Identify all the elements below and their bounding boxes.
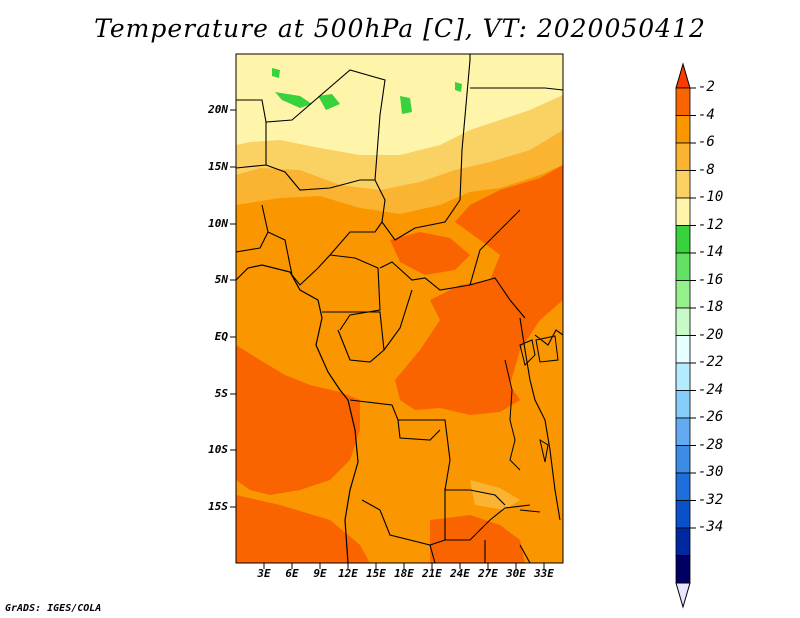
- plot-frame: [235, 53, 564, 564]
- colorbar-swatch: [675, 87, 691, 116]
- colorbar-label: -14: [698, 244, 724, 260]
- lat-label: 5S: [214, 387, 228, 400]
- field-minus13-patch-1: [275, 92, 312, 108]
- colorbar-swatch: [675, 472, 691, 501]
- colorbar-label: -18: [698, 299, 724, 315]
- colorbar-swatch: [675, 142, 691, 171]
- colorbar-label: -12: [698, 216, 724, 233]
- field-minus3-south: [430, 515, 525, 563]
- country-borders: [235, 54, 564, 564]
- map-title: Temperature at 500hPa [C], VT: 202005041…: [94, 14, 706, 43]
- colorbar-label: -16: [698, 271, 724, 288]
- colorbar-swatch: [675, 417, 691, 446]
- lat-label: 5N: [214, 273, 228, 286]
- colorbar-swatch: [675, 335, 691, 364]
- colorbar-label: -26: [698, 409, 724, 425]
- colorbar-label: -20: [698, 326, 724, 343]
- credit-text: GrADS: IGES/COLA: [5, 603, 102, 614]
- lat-label: EQ: [214, 330, 228, 343]
- colorbar-swatch: [675, 555, 691, 584]
- lat-label: 10N: [208, 217, 228, 230]
- colorbar-label: -22: [698, 354, 724, 370]
- lon-label: 6E: [285, 567, 299, 580]
- lon-label: 3E: [257, 567, 271, 580]
- colorbar-swatch: [675, 527, 691, 556]
- colorbar-swatch: [675, 280, 691, 309]
- colorbar-swatch: [675, 500, 691, 529]
- lat-label: 20N: [208, 103, 228, 116]
- colorbar-swatch: [675, 225, 691, 254]
- colorbar-swatch: [675, 115, 691, 144]
- colorbar-label: -34: [698, 519, 724, 535]
- field-minus13-patch-5: [455, 82, 462, 92]
- colorbar-label: -6: [698, 134, 715, 150]
- field-minus3-west: [236, 345, 360, 495]
- colorbar-label: -30: [698, 464, 724, 480]
- colorbar-swatch: [675, 307, 691, 336]
- field-minus13-patch-3: [400, 96, 412, 114]
- lat-label: 15N: [208, 160, 228, 173]
- colorbar: [675, 62, 696, 609]
- lon-label: 12E: [338, 567, 358, 580]
- field-minus13-patch-4: [272, 68, 280, 78]
- lon-label: 27E: [478, 567, 498, 580]
- lakes: [504, 335, 559, 513]
- lon-label: 21E: [422, 567, 442, 580]
- colorbar-label: -28: [698, 436, 724, 453]
- lon-label: 9E: [313, 567, 327, 580]
- coastline: [235, 264, 359, 564]
- colorbar-label: -2: [698, 79, 715, 95]
- lon-label: 30E: [506, 567, 526, 580]
- colorbar-label: -8: [698, 161, 715, 178]
- colorbar-swatch: [675, 170, 691, 199]
- lat-label: 10S: [208, 443, 228, 456]
- colorbar-swatch: [675, 197, 691, 226]
- colorbar-bottom-arrow: [675, 582, 691, 609]
- colorbar-swatch: [675, 445, 691, 474]
- field-minus13-patch-2: [318, 94, 340, 110]
- lon-label: 24E: [450, 567, 470, 580]
- colorbar-swatch: [675, 390, 691, 419]
- colorbar-swatch: [675, 252, 691, 281]
- field-minus5-lake: [505, 440, 548, 490]
- colorbar-swatch: [675, 362, 691, 391]
- colorbar-label: -4: [698, 106, 715, 123]
- field-minus11-north: [236, 54, 563, 155]
- lon-ticks: [263, 563, 545, 569]
- colorbar-top-arrow: [675, 62, 691, 89]
- field-minus3-center: [390, 232, 470, 275]
- lat-label: 15S: [208, 500, 228, 513]
- lon-label: 15E: [366, 567, 386, 580]
- lon-label: 18E: [394, 567, 414, 580]
- field-minus3-sw: [236, 495, 370, 563]
- colorbar-label: -24: [698, 381, 724, 398]
- lat-ticks: [230, 109, 236, 508]
- field-minus3-east: [395, 165, 563, 415]
- colorbar-label: -32: [698, 491, 724, 508]
- colorbar-label: -10: [698, 189, 724, 205]
- lon-label: 33E: [534, 567, 554, 580]
